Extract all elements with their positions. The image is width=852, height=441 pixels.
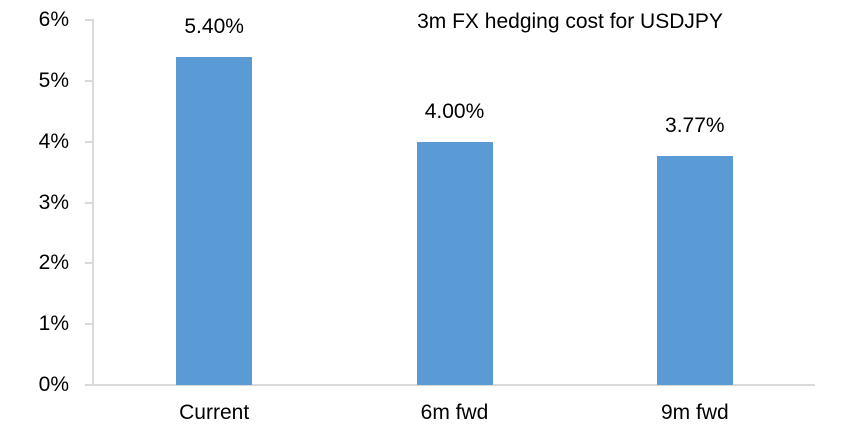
y-axis-tick (85, 19, 94, 21)
x-axis-category-label: Current (179, 401, 250, 424)
x-axis-category-label: 6m fwd (420, 401, 489, 424)
y-axis-tick-label: 4% (38, 129, 69, 153)
x-axis-category-label: 9m fwd (660, 401, 729, 424)
y-axis-tick-label: 3% (38, 190, 69, 214)
bar-value-label: 4.00% (424, 99, 485, 123)
chart-bar-current (176, 56, 253, 385)
y-axis-tick (85, 262, 94, 265)
x-axis-line (92, 384, 815, 386)
y-axis-tick (85, 384, 94, 386)
y-axis-tick-label: 1% (38, 312, 69, 336)
chart-bar-6m-fwd (416, 141, 493, 385)
y-axis-tick-label: 2% (38, 251, 69, 275)
y-axis-tick-label: 5% (38, 68, 69, 92)
bar-value-label: 3.77% (665, 113, 725, 137)
y-axis-tick (85, 201, 94, 204)
y-axis-tick (85, 79, 94, 82)
y-axis-tick-label: 0% (38, 373, 69, 396)
y-axis-tick (85, 323, 94, 326)
chart-title: 3m FX hedging cost for USDJPY (417, 10, 723, 33)
y-axis-tick (85, 140, 94, 143)
bar-value-label: 5.40% (184, 14, 244, 38)
y-axis-tick-label: 6% (38, 8, 69, 31)
chart-bar-9m-fwd (656, 155, 733, 385)
